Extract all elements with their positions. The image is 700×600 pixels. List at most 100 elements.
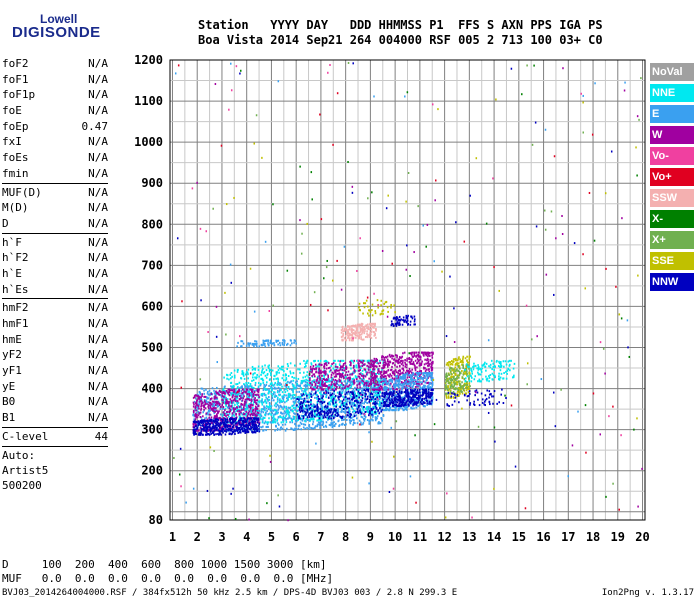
data-point-e bbox=[311, 380, 314, 383]
data-point-e bbox=[389, 397, 392, 400]
data-point-nnw bbox=[396, 395, 398, 398]
data-point-w bbox=[245, 398, 248, 401]
data-point-nnw bbox=[229, 419, 232, 422]
data-point-e bbox=[275, 395, 278, 398]
data-point-w bbox=[374, 365, 377, 368]
data-point-e bbox=[300, 398, 302, 401]
data-point-nne bbox=[258, 375, 260, 378]
data-point-nnw bbox=[241, 423, 244, 426]
data-point-w bbox=[402, 369, 405, 372]
data-point-nnw bbox=[341, 402, 344, 405]
data-point-e bbox=[422, 372, 424, 375]
data-point-e bbox=[400, 383, 402, 386]
data-point-e bbox=[379, 381, 381, 384]
data-point-w bbox=[210, 397, 213, 400]
data-point-w bbox=[193, 403, 195, 406]
data-point-w bbox=[220, 420, 223, 423]
data-point-e bbox=[349, 387, 352, 390]
data-point-w bbox=[222, 425, 224, 428]
data-point-nne bbox=[279, 398, 281, 401]
data-point-e bbox=[361, 416, 364, 419]
data-point-e bbox=[352, 415, 355, 418]
data-point-nnw bbox=[197, 422, 200, 425]
data-point-e bbox=[216, 405, 219, 408]
data-point-e bbox=[389, 406, 392, 409]
data-point-e bbox=[360, 403, 362, 406]
data-point-w bbox=[242, 397, 244, 400]
data-point-e bbox=[296, 390, 298, 393]
data-point-nne bbox=[317, 359, 320, 362]
data-point-nne bbox=[225, 373, 228, 376]
data-point-e bbox=[307, 407, 309, 410]
data-point-nne bbox=[289, 406, 292, 409]
data-point-nnw bbox=[235, 427, 238, 430]
data-point-e bbox=[357, 380, 360, 383]
data-point-e bbox=[394, 405, 397, 408]
data-point-w bbox=[413, 364, 416, 367]
data-point-e bbox=[247, 406, 249, 409]
data-point-e bbox=[304, 427, 307, 430]
data-point-w bbox=[423, 354, 425, 357]
data-point-nnw bbox=[194, 420, 196, 423]
data-point-w bbox=[248, 393, 250, 396]
data-point-nnw bbox=[310, 395, 313, 398]
data-point-e bbox=[343, 386, 346, 389]
data-point-nnw bbox=[422, 392, 424, 395]
data-point-e bbox=[363, 418, 365, 421]
data-point-e bbox=[408, 391, 410, 394]
data-point-nnw bbox=[240, 423, 243, 426]
data-point-nnw bbox=[242, 426, 244, 429]
data-point-w bbox=[405, 363, 408, 366]
data-point-e bbox=[296, 380, 298, 383]
data-point-nnw bbox=[342, 407, 345, 410]
data-point-nne bbox=[297, 405, 300, 408]
data-point-w bbox=[244, 403, 246, 406]
data-point-w bbox=[408, 384, 410, 387]
data-point-w bbox=[227, 402, 230, 405]
data-point-nnw bbox=[247, 426, 250, 429]
data-point-w bbox=[424, 358, 426, 361]
data-point-e bbox=[382, 409, 385, 412]
data-point-nne bbox=[317, 389, 319, 392]
data-point-w bbox=[422, 353, 425, 356]
data-point-w bbox=[380, 380, 383, 383]
data-point-w bbox=[382, 372, 385, 375]
data-point-w bbox=[377, 371, 379, 374]
data-point-w bbox=[405, 369, 408, 372]
data-point-nnw bbox=[253, 425, 256, 428]
data-point-e bbox=[416, 375, 418, 378]
data-point-nnw bbox=[339, 415, 342, 418]
data-point-nne bbox=[351, 359, 353, 362]
data-point-nnw bbox=[329, 394, 332, 397]
data-point-nnw bbox=[426, 402, 428, 405]
data-point-e bbox=[193, 415, 196, 418]
data-point-nnw bbox=[372, 396, 375, 399]
data-point-nne bbox=[375, 389, 378, 392]
data-point-nne bbox=[265, 421, 267, 424]
data-point-nne bbox=[238, 414, 241, 417]
data-point-e bbox=[306, 419, 309, 422]
data-point-w bbox=[248, 420, 250, 423]
data-point-nnw bbox=[224, 420, 226, 423]
data-point-w bbox=[393, 377, 396, 380]
data-point-nnw bbox=[213, 433, 215, 436]
data-point-e bbox=[313, 426, 316, 429]
data-point-e bbox=[372, 391, 375, 394]
data-point-nnw bbox=[393, 390, 395, 393]
data-point-e bbox=[375, 398, 378, 401]
data-point-w bbox=[226, 417, 228, 420]
data-point-nnw bbox=[400, 401, 403, 404]
data-point-nnw bbox=[307, 414, 310, 417]
data-point-nne bbox=[261, 403, 264, 406]
data-point-e bbox=[312, 423, 314, 426]
data-point-e bbox=[377, 421, 380, 424]
data-point-w bbox=[237, 410, 239, 413]
data-point-w bbox=[220, 428, 222, 431]
data-point-w bbox=[417, 351, 420, 354]
data-point-nnw bbox=[299, 405, 302, 408]
data-point-w bbox=[408, 357, 410, 360]
data-point-e bbox=[279, 382, 281, 385]
data-point-nne bbox=[318, 413, 320, 416]
data-point-nnw bbox=[342, 404, 345, 407]
data-point-nne bbox=[265, 388, 268, 391]
